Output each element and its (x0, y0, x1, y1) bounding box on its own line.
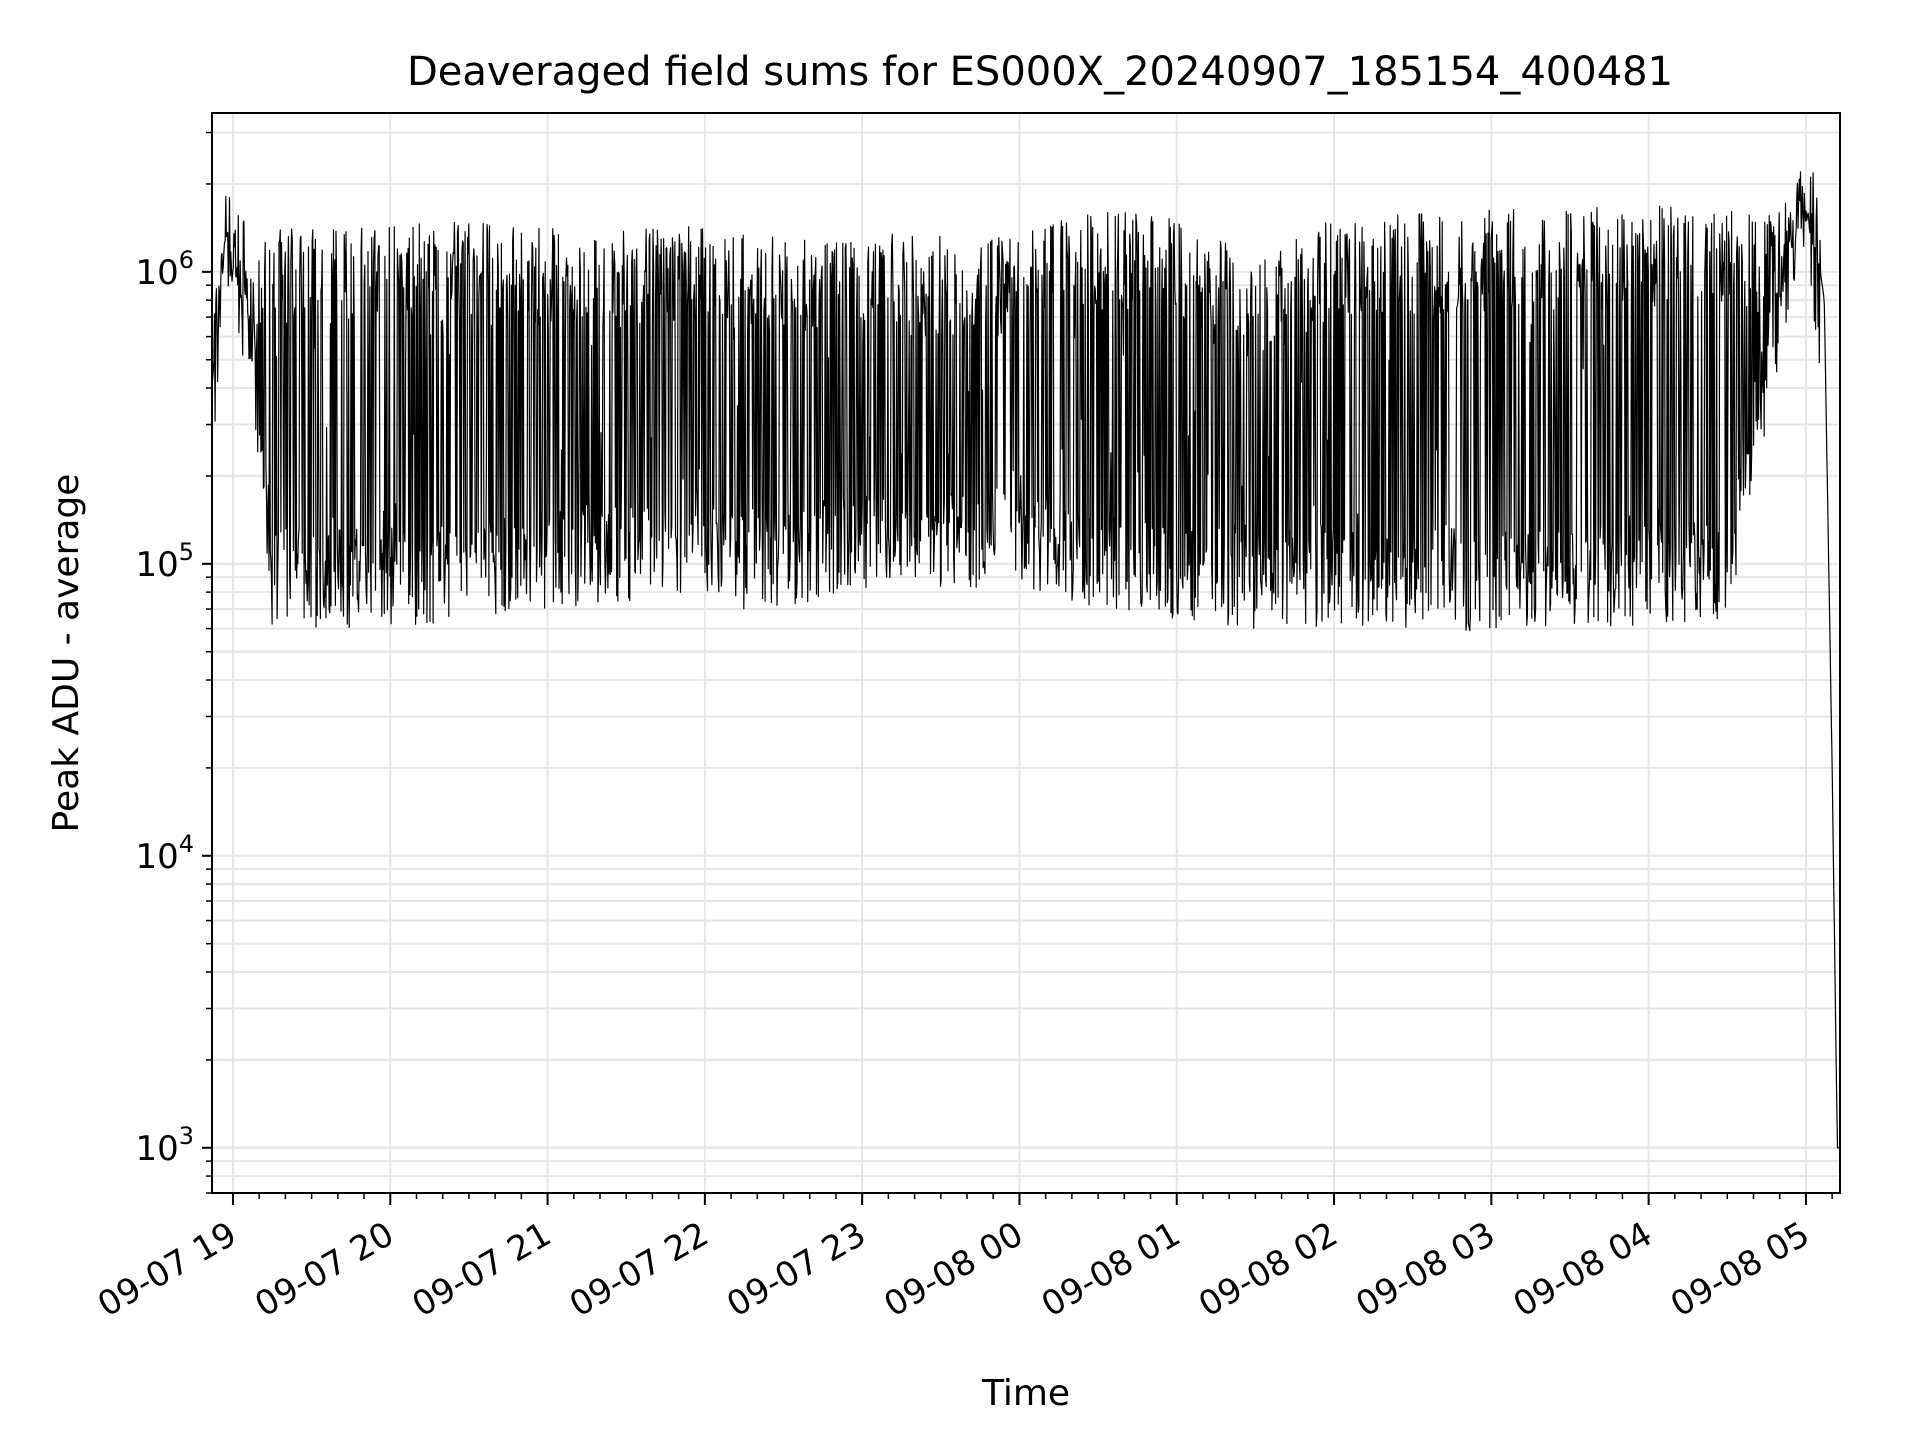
y-tick-label: 106 (135, 246, 194, 293)
y-tick-label: 105 (135, 538, 194, 585)
series-line (211, 171, 1840, 1149)
x-axis-label: Time (981, 1373, 1070, 1414)
y-axis: 103 104 105 106 (135, 131, 212, 1194)
plot-frame (211, 112, 1841, 1194)
y-axis-label: Peak ADU - average (46, 474, 87, 833)
series-peak-adu (211, 171, 1840, 1149)
y-tick-label: 104 (135, 830, 194, 877)
y-tick-label: 103 (135, 1122, 194, 1169)
chart-title: Deaveraged field sums for ES000X_2024090… (407, 49, 1673, 95)
